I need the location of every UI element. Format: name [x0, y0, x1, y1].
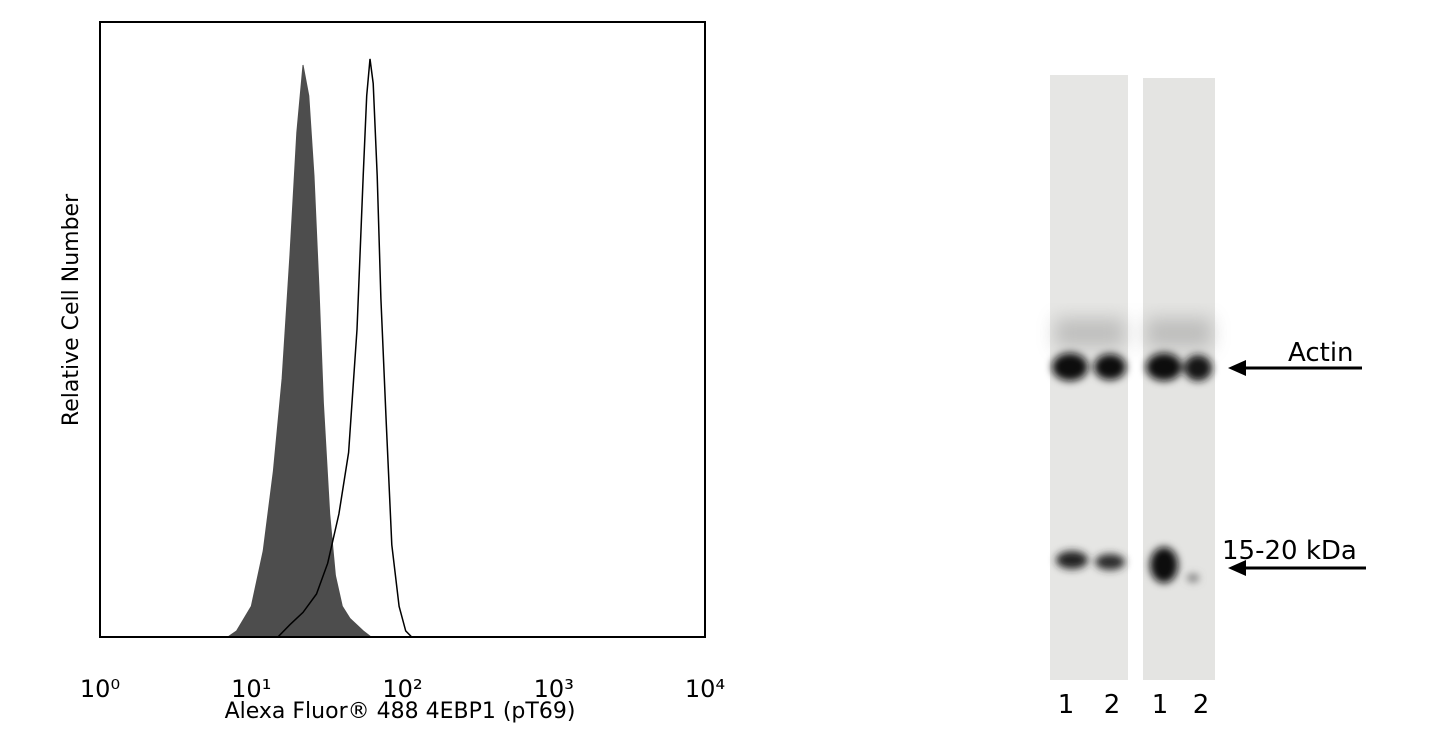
lane-label: 1 [1152, 690, 1169, 720]
lane-label: 1 [1058, 690, 1075, 720]
band-label: Actin [1288, 338, 1354, 368]
band-label: 15-20 kDa [1222, 536, 1357, 566]
x-tick-label: 10² [382, 675, 422, 703]
plot-frame [99, 21, 706, 638]
histogram [227, 58, 413, 638]
lane-label: 2 [1193, 690, 1210, 720]
x-tick-label: 10³ [534, 675, 574, 703]
x-tick-label: 10⁰ [80, 675, 120, 703]
filled-histogram [227, 64, 372, 638]
x-axis-label: Alexa Fluor® 488 4EBP1 (pT69) [225, 699, 576, 724]
lane-label: 2 [1104, 690, 1121, 720]
x-tick-label: 10¹ [231, 675, 271, 703]
western-blot: Actin 15-20 kDa 1 2 1 2 [1050, 75, 1366, 720]
outline-histogram [277, 58, 413, 638]
x-tick-label: 10⁴ [685, 675, 725, 703]
y-axis-label: Relative Cell Number [59, 193, 84, 426]
